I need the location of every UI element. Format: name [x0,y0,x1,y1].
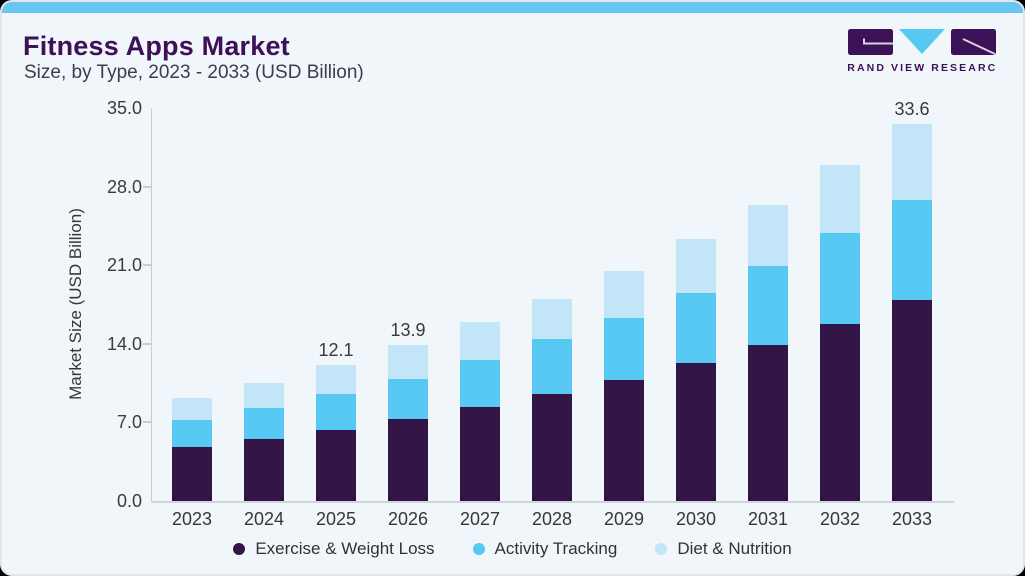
bar-segment-diet-nutrition-2033 [892,123,932,201]
bar-segment-diet-nutrition-2032 [820,165,860,233]
bar-segment-exercise-weight-loss-2028 [532,394,572,501]
x-tick-label-2032: 2032 [819,509,861,529]
bar-segment-exercise-weight-loss-2031 [748,344,788,501]
bar-segment-activity-tracking-2025 [316,394,356,431]
page-subtitle: Size, by Type, 2023 - 2033 (USD Billion) [24,62,364,83]
bar-segment-diet-nutrition-2026 [388,344,428,379]
y-tick-label: 14.0 [106,333,142,354]
y-tick-label: 0.0 [116,491,142,511]
y-tick-label: 35.0 [106,98,142,118]
bar-segment-activity-tracking-2031 [748,266,788,345]
bar-segment-diet-nutrition-2031 [748,204,788,267]
x-tick-label-2029: 2029 [603,509,645,529]
legend-item-activity-tracking: Activity Tracking [472,539,618,559]
logo-brand-text: GRAND VIEW RESEARCH [848,62,996,74]
x-tick-label-2025: 2025 [315,509,357,529]
x-axis-line [151,501,954,503]
bar-segment-exercise-weight-loss-2032 [820,323,860,501]
bar-segment-exercise-weight-loss-2026 [388,419,428,501]
x-tick-label-2030: 2030 [675,509,717,529]
bar-segment-activity-tracking-2028 [532,339,572,395]
y-tick-label: 21.0 [106,255,142,276]
bar-segment-exercise-weight-loss-2029 [604,379,644,501]
bar-segment-diet-nutrition-2027 [460,322,500,360]
legend-item-diet-nutrition: Diet & Nutrition [655,539,792,559]
bar-total-label-2033: 33.6 [894,98,930,119]
bar-segment-diet-nutrition-2024 [244,383,284,408]
x-tick-label-2028: 2028 [531,509,573,529]
legend-label: Diet & Nutrition [677,539,792,558]
bar-segment-exercise-weight-loss-2027 [460,406,500,501]
x-tick-label-2027: 2027 [459,509,501,529]
bar-segment-diet-nutrition-2030 [676,239,716,294]
x-tick-label-2031: 2031 [747,509,789,529]
bar-segment-activity-tracking-2029 [604,317,644,380]
bar-total-label-2025: 12.1 [318,340,354,361]
bar-segment-diet-nutrition-2028 [532,298,572,340]
bar-segment-activity-tracking-2030 [676,293,716,363]
y-axis-title: Market Size (USD Billion) [66,208,85,400]
page-title: Fitness Apps Market [23,31,290,61]
legend-label: Exercise & Weight Loss [255,539,435,558]
bar-segment-exercise-weight-loss-2030 [676,362,716,501]
bar-segment-diet-nutrition-2023 [172,397,212,421]
bar-segment-activity-tracking-2026 [388,378,428,420]
x-tick-label-2033: 2033 [891,509,933,529]
grand-view-research-logo: GRAND VIEW RESEARCH [837,29,1005,80]
y-tick-label: 7.0 [116,412,142,433]
bar-segment-activity-tracking-2023 [172,420,212,448]
bar-segment-activity-tracking-2024 [244,407,284,440]
x-tick-label-2024: 2024 [243,509,285,529]
legend-dot-icon [233,543,246,555]
y-tick-label: 28.0 [106,176,142,197]
y-axis-line [150,108,152,501]
bar-segment-diet-nutrition-2025 [316,365,356,395]
legend-item-exercise-weight-loss: Exercise & Weight Loss [233,539,435,559]
bar-segment-exercise-weight-loss-2033 [892,300,932,501]
gvr-logo-icon: GRAND VIEW RESEARCH [837,29,1005,74]
x-tick-label-2026: 2026 [387,509,429,529]
bar-segment-exercise-weight-loss-2023 [172,447,212,501]
bar-segment-diet-nutrition-2029 [604,270,644,318]
legend-label: Activity Tracking [494,539,618,558]
bar-segment-exercise-weight-loss-2024 [244,439,284,501]
bar-segment-activity-tracking-2032 [820,232,860,324]
bar-total-label-2026: 13.9 [390,319,426,340]
y-tick-mark [143,421,151,424]
y-tick-mark [143,264,151,267]
bar-segment-activity-tracking-2027 [460,359,500,407]
bar-segment-activity-tracking-2033 [892,200,932,300]
chart-legend: Exercise & Weight Loss Activity Tracking D… [2,539,1023,559]
y-tick-mark [143,342,151,345]
bar-segment-exercise-weight-loss-2025 [316,430,356,501]
legend-dot-icon [655,543,668,555]
legend-dot-icon [472,543,485,555]
y-tick-mark [143,185,151,188]
top-accent-bar [2,2,1023,13]
x-tick-label-2023: 2023 [171,509,213,529]
